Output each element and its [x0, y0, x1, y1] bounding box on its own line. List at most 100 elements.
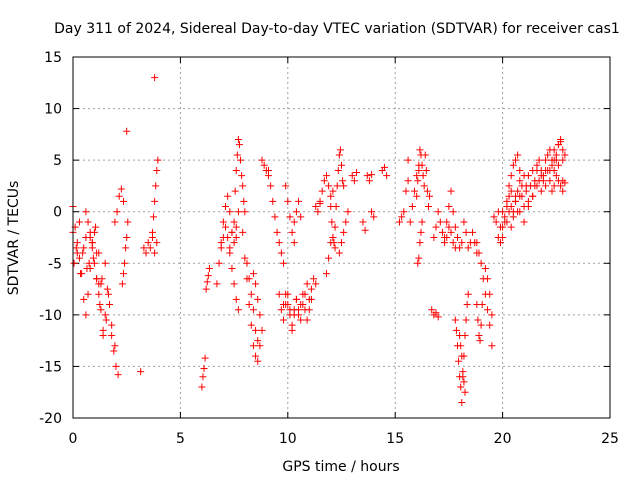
data-point	[92, 223, 100, 231]
data-point	[124, 218, 132, 226]
data-point	[340, 182, 348, 190]
data-point	[232, 295, 240, 303]
data-point	[292, 208, 300, 216]
data-point	[217, 244, 225, 252]
data-point	[503, 197, 511, 205]
data-point	[484, 275, 492, 283]
data-point	[447, 187, 455, 195]
data-point	[404, 156, 412, 164]
data-point	[104, 290, 112, 298]
data-point	[292, 295, 300, 303]
data-point	[441, 234, 449, 241]
data-point	[452, 326, 460, 334]
data-point	[342, 218, 350, 226]
data-point	[509, 161, 517, 169]
data-point	[533, 161, 541, 169]
data-point	[475, 249, 483, 257]
data-point	[245, 275, 253, 283]
data-point	[111, 342, 119, 350]
data-point	[238, 172, 246, 180]
data-point	[152, 182, 160, 190]
data-point	[492, 218, 500, 226]
data-point	[148, 228, 156, 236]
data-point	[275, 290, 283, 298]
data-point	[89, 254, 97, 262]
data-point	[284, 197, 292, 205]
data-point	[462, 228, 470, 236]
x-tick-label: 0	[69, 431, 78, 447]
data-point	[473, 239, 481, 247]
data-point	[339, 177, 347, 185]
data-point	[368, 208, 376, 216]
data-point	[350, 177, 358, 185]
data-point	[108, 331, 116, 339]
data-point	[411, 187, 419, 195]
data-point	[449, 239, 457, 247]
data-point	[457, 342, 465, 350]
data-point	[90, 259, 98, 267]
data-point	[290, 306, 298, 314]
y-tick-label: 15	[44, 50, 62, 66]
data-point	[111, 218, 119, 226]
data-point	[322, 172, 330, 180]
data-point	[527, 182, 535, 190]
data-point	[256, 311, 264, 319]
data-point	[284, 301, 292, 309]
data-point	[430, 234, 438, 241]
data-point	[260, 161, 268, 169]
data-point	[516, 208, 524, 216]
data-point	[115, 192, 123, 200]
data-point	[462, 316, 470, 324]
data-point	[503, 218, 511, 226]
data-point	[417, 228, 425, 236]
data-point	[561, 179, 569, 187]
data-point	[252, 326, 260, 334]
data-point	[110, 347, 118, 355]
data-point	[520, 172, 528, 180]
data-point	[232, 234, 240, 241]
data-point	[516, 166, 524, 174]
data-point	[112, 362, 120, 370]
data-point	[102, 316, 110, 324]
data-point	[348, 172, 356, 180]
data-point	[202, 285, 210, 293]
data-point	[230, 280, 238, 288]
data-point	[231, 187, 239, 195]
data-point	[336, 146, 344, 154]
data-point	[419, 172, 427, 180]
data-point	[228, 228, 236, 236]
data-point	[335, 151, 343, 159]
y-tick-label: -20	[39, 411, 62, 427]
data-point	[383, 172, 391, 180]
data-point	[408, 203, 416, 211]
data-point	[140, 244, 148, 252]
data-point	[230, 218, 238, 226]
y-tick-label: -15	[39, 359, 62, 375]
data-point	[418, 161, 426, 169]
data-point	[269, 197, 277, 205]
y-axis-label: SDTVAR / TECUs	[6, 181, 22, 296]
data-point	[222, 223, 230, 231]
data-point	[520, 218, 528, 226]
data-point	[119, 197, 127, 205]
data-point	[340, 228, 348, 236]
data-point	[247, 321, 255, 329]
data-point	[95, 249, 103, 257]
y-tick-label: -10	[39, 308, 62, 324]
data-point	[552, 151, 560, 159]
data-point	[368, 171, 376, 179]
data-point	[395, 218, 403, 226]
data-point	[477, 321, 485, 329]
x-axis-label: GPS time / hours	[282, 459, 399, 475]
data-point	[203, 278, 211, 286]
data-point	[290, 218, 298, 226]
data-point	[469, 228, 477, 236]
data-point	[414, 259, 422, 267]
data-point	[406, 218, 414, 226]
data-point	[554, 177, 562, 185]
data-point	[237, 156, 245, 164]
data-point	[451, 316, 459, 324]
data-point	[150, 213, 158, 221]
data-point	[199, 373, 207, 381]
